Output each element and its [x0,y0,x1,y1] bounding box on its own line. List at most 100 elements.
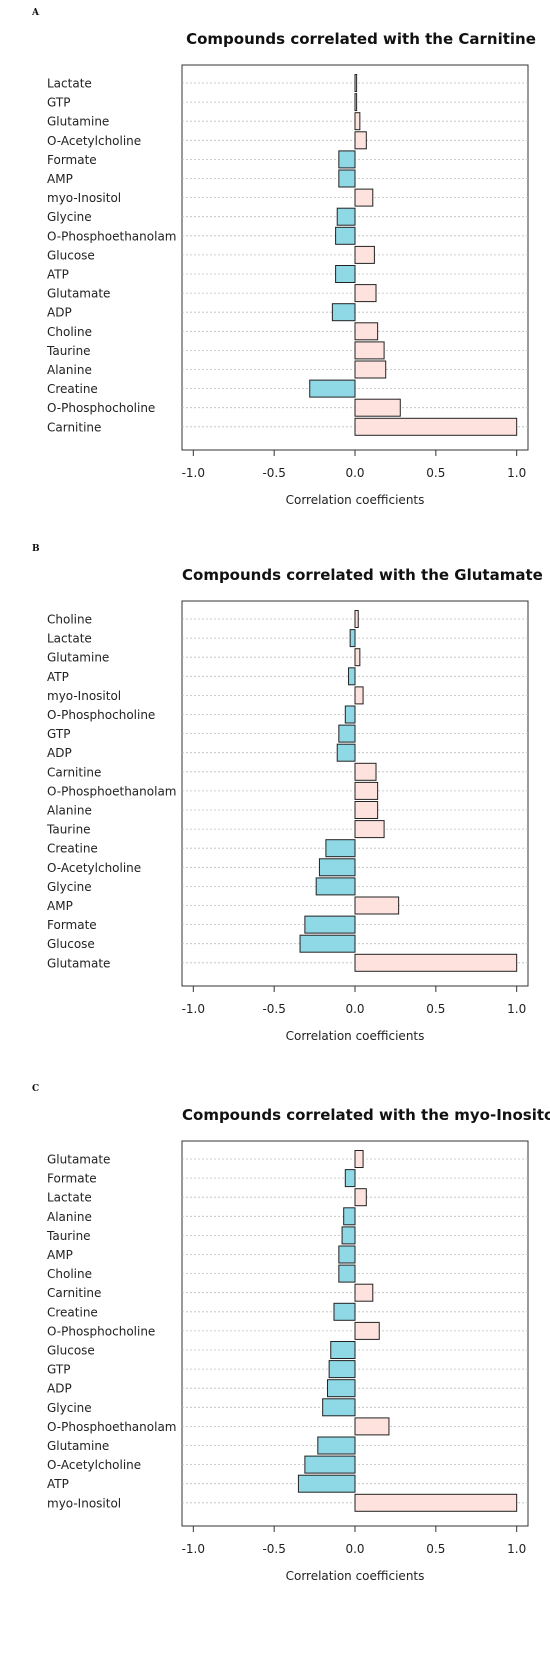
category-label: ATP [47,670,69,684]
x-tick-label: -0.5 [262,1002,285,1016]
bar [344,705,356,724]
category-label: Lactate [47,632,92,646]
bar [338,169,356,188]
category-label: Alanine [47,363,92,377]
category-label: O-Phosphoethanolam [47,1420,176,1434]
category-label: ADP [47,1382,72,1396]
category-label: Creatine [47,842,98,856]
bar [354,762,377,781]
category-label: Glucose [47,1344,95,1358]
category-label: Lactate [47,77,92,91]
x-axis-label: Correlation coefficients [285,493,425,507]
category-label: Alanine [47,1210,92,1224]
category-label: Choline [47,613,92,627]
category-label: myo-Inositol [47,191,121,205]
bar [354,1321,380,1340]
category-label: O-Phosphoethanolam [47,784,176,798]
category-label: myo-Inositol [47,689,121,703]
bar [315,877,356,896]
bar [338,1264,356,1283]
panel-label: A [32,8,39,18]
bar [341,1226,356,1245]
bar [354,245,375,264]
bar [338,724,356,743]
category-label: Formate [47,1172,97,1186]
x-tick-label: 0.0 [345,466,364,480]
x-tick-label: 1.0 [507,466,526,480]
category-label: O-Acetylcholine [47,1458,141,1472]
category-label: AMP [47,172,73,186]
bar [354,131,367,150]
bar [331,303,356,322]
bar [354,1493,518,1512]
category-label: Glutamate [47,956,110,970]
x-tick-label: 0.0 [345,1002,364,1016]
bar [343,1207,356,1226]
bar [354,820,385,839]
bar [338,150,356,169]
bar [354,188,374,207]
bar [354,417,518,436]
bar [354,610,359,628]
bar [335,265,356,283]
category-label: Glycine [47,1401,92,1415]
category-label: ATP [47,1477,69,1491]
bar [354,648,361,667]
category-label: Formate [47,153,97,167]
category-label: AMP [47,1248,73,1262]
category-label: GTP [47,96,70,110]
bar [354,284,377,303]
bar [354,112,361,131]
bar [354,896,400,915]
chart-title: Compounds correlated with the Carnitine [186,30,536,48]
panel-label: C [32,1084,40,1094]
category-label: Taurine [46,823,91,837]
bar [354,1283,374,1302]
bar [344,1169,356,1188]
bar [338,1245,356,1264]
x-tick-label: 0.5 [426,1002,445,1016]
category-label: Glucose [47,937,95,951]
bar [322,1398,356,1417]
bar [354,686,364,705]
bar [354,398,401,417]
bar [330,1341,356,1359]
bar [354,781,379,800]
bar [336,743,356,762]
bar [299,934,356,953]
bar [354,801,379,819]
bar [304,915,356,934]
category-label: Glutamine [47,115,109,129]
bar [328,1360,356,1379]
x-tick-label: -0.5 [262,1542,285,1556]
x-axis-label: Correlation coefficients [285,1569,425,1583]
category-label: Choline [47,325,92,339]
category-label: Glutamate [47,1153,110,1167]
bar [336,207,356,226]
category-label: O-Phosphocholine [47,708,155,722]
panel-b: B Compounds correlated with the Glutamat… [0,536,550,1089]
category-label: GTP [47,727,70,741]
category-label: GTP [47,1363,70,1377]
category-label: ADP [47,306,72,320]
category-label: O-Phosphocholine [47,401,155,415]
x-tick-label: 0.5 [426,466,445,480]
category-label: Taurine [46,1229,91,1243]
category-label: Carnitine [47,765,101,779]
x-tick-label: -1.0 [182,1002,205,1016]
chart-title: Compounds correlated with the myo-Inosit… [182,1106,550,1124]
bar-chart: Choline Lactate Glutamine ATP myo-Inositol O-… [46,600,529,1016]
bar [325,839,356,858]
category-label: Glutamine [47,651,109,665]
bar [354,360,387,379]
category-label: Glycine [47,210,92,224]
x-tick-label: 1.0 [507,1542,526,1556]
bar [354,1417,390,1436]
panel-a: A Compounds correlated with the Carnitin… [0,0,550,553]
bar [349,629,356,648]
bar [335,226,356,245]
bar [304,1455,356,1474]
x-tick-label: -0.5 [262,466,285,480]
bar [354,322,379,341]
bar [318,858,356,877]
